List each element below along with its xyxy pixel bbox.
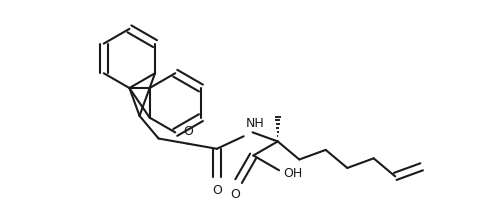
- Text: OH: OH: [283, 167, 302, 180]
- Text: NH: NH: [245, 117, 265, 130]
- Text: O: O: [231, 188, 240, 201]
- Text: O: O: [212, 184, 222, 197]
- Text: O: O: [184, 125, 194, 138]
